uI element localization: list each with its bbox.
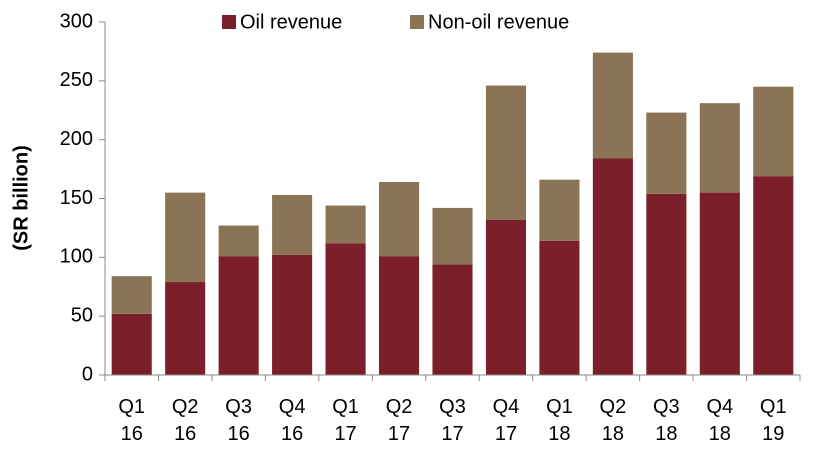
bar-segment <box>165 282 206 375</box>
bar-segment <box>325 243 366 375</box>
x-tick-label-line: 16 <box>121 423 143 445</box>
x-tick-label-line: 19 <box>762 423 784 445</box>
bar-segment <box>539 240 580 375</box>
x-tick-label-line: Q2 <box>600 396 627 418</box>
y-tick-label: 250 <box>60 69 93 91</box>
y-tick-label: 200 <box>60 128 93 150</box>
bar-segment <box>272 254 313 375</box>
legend-label: Non-oil revenue <box>428 11 569 33</box>
x-tick-label-line: Q1 <box>546 396 573 418</box>
y-tick-label: 150 <box>60 187 93 209</box>
x-tick-label-line: 17 <box>441 423 463 445</box>
x-tick-label-line: Q4 <box>706 396 733 418</box>
y-tick-label: 0 <box>82 363 93 385</box>
x-tick-label: Q3 16 <box>225 396 252 445</box>
x-tick-label-line: Q1 <box>332 396 359 418</box>
x-tick-label: Q2 16 <box>172 396 199 445</box>
x-tick-label: Q4 18 <box>706 396 733 445</box>
bar-segment <box>111 276 152 314</box>
bar-segment <box>111 313 152 375</box>
x-tick-label-line: 16 <box>228 423 250 445</box>
bar-segment <box>218 225 259 257</box>
bar-segment <box>165 192 206 283</box>
x-tick-label-line: 18 <box>655 423 677 445</box>
x-tick-label-line: 16 <box>281 423 303 445</box>
x-tick-label-line: Q2 <box>386 396 413 418</box>
y-tick-label: 300 <box>60 10 93 32</box>
x-tick-label: Q3 17 <box>439 396 466 445</box>
bar-segment <box>592 158 633 375</box>
legend-swatch <box>410 15 424 29</box>
bar-segment <box>485 219 527 375</box>
x-tick-label-line: 17 <box>495 423 517 445</box>
bar-segment <box>753 176 794 375</box>
x-tick-label: Q1 18 <box>546 396 573 445</box>
y-tick-label: 50 <box>71 304 93 326</box>
x-tick-label-line: 18 <box>602 423 624 445</box>
bar-segment <box>753 86 794 177</box>
x-tick-label-line: Q4 <box>493 396 520 418</box>
x-tick-label-line: 18 <box>709 423 731 445</box>
x-tick-label: Q1 17 <box>332 396 359 445</box>
bar-segment <box>325 205 366 244</box>
x-tick-label-line: 16 <box>174 423 196 445</box>
bar-segment <box>378 256 420 375</box>
x-tick-label: Q2 18 <box>600 396 627 445</box>
bar-segment <box>539 179 580 241</box>
legend-swatch <box>222 15 236 29</box>
bar-segment <box>699 192 740 375</box>
bar-segment <box>218 256 259 375</box>
x-tick-label-line: Q2 <box>172 396 199 418</box>
bar-segment <box>646 193 687 375</box>
x-tick-label-line: Q1 <box>760 396 787 418</box>
x-tick-label: Q4 16 <box>279 396 306 445</box>
bar-segment <box>592 52 633 159</box>
x-tick-label: Q4 17 <box>493 396 520 445</box>
legend-label: Oil revenue <box>240 11 342 33</box>
x-tick-label: Q1 16 <box>118 396 145 445</box>
bar-segment <box>699 103 740 193</box>
bar-segment <box>272 194 313 255</box>
x-tick-label-line: Q3 <box>439 396 466 418</box>
bar-segment <box>432 207 473 265</box>
x-tick-label-line: Q1 <box>118 396 145 418</box>
x-tick-label-line: 17 <box>334 423 356 445</box>
bar-segment <box>646 112 687 194</box>
x-tick-label: Q3 18 <box>653 396 680 445</box>
x-tick-label: Q1 19 <box>760 396 787 445</box>
y-axis-label: (SR billion) <box>10 145 32 251</box>
bar-segment <box>432 264 473 375</box>
x-tick-label: Q2 17 <box>386 396 413 445</box>
bar-segment <box>378 182 420 257</box>
x-tick-label-line: Q3 <box>653 396 680 418</box>
x-tick-label-line: 18 <box>548 423 570 445</box>
bar-segment <box>485 85 527 220</box>
y-tick-label: 100 <box>60 246 93 268</box>
x-tick-label-line: Q3 <box>225 396 252 418</box>
x-tick-label-line: 17 <box>388 423 410 445</box>
x-tick-label-line: Q4 <box>279 396 306 418</box>
